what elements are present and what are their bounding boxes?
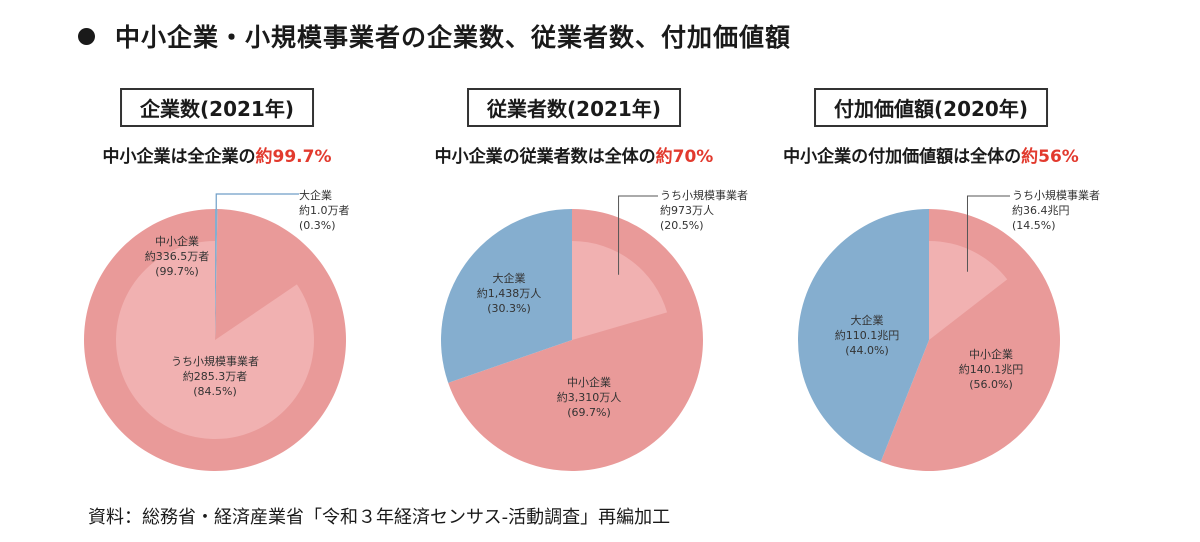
label-large-line2: 約110.1兆円 [835,328,900,342]
chart-title: 従業者数(2021年) [467,88,681,127]
chart-title: 企業数(2021年) [120,88,314,127]
pie-chart-employees: うち小規模事業者 約973万人 (20.5%) 大企業 約1,438万人 (30… [441,188,748,471]
label-sme-line3: (99.7%) [155,265,199,278]
label-small-line3: (14.5%) [1012,219,1056,232]
label-sme-line1: 中小企業 [969,347,1013,361]
label-large-line2: 約1.0万者 [299,203,350,217]
subtitle-text: 中小企業の付加価値額は全体の [783,147,1022,167]
pie-slice-small [929,241,1008,340]
chart-subtitle: 中小企業は全企業の約99.7% [37,142,397,167]
pie-chart-value-added: うち小規模事業者 約36.4兆円 (14.5%) 大企業 約110.1兆円 (4… [798,188,1100,472]
label-sme-line1: 中小企業 [155,234,199,248]
pie-slice-sme [880,209,1060,472]
label-large-line3: (44.0%) [845,344,889,357]
pie-slice-small [572,241,668,340]
leader-line [215,193,299,210]
leader-line [618,195,658,275]
label-small-line2: 約973万人 [660,203,714,217]
pie-slice-large [215,209,218,340]
label-small-line3: (84.5%) [193,385,237,398]
chart-panel-employees: 従業者数(2021年) 中小企業の従業者数は全体の約70% うち小規模事業者 約… [394,88,754,483]
chart-panel-value-added: 付加価値額(2020年) 中小企業の付加価値額は全体の約56% うち小規模事業者… [751,88,1111,483]
label-large-line1: 大企業 [851,313,884,327]
pie-slice-large [798,209,929,462]
chart-panel-companies: 企業数(2021年) 中小企業は全企業の約99.7% 大企業 約1.0万者 (0… [37,88,397,483]
label-sme-line2: 約140.1兆円 [959,362,1024,376]
label-large-line3: (30.3%) [487,302,531,315]
label-large-line2: 約1,438万人 [477,286,542,300]
subtitle-highlight: 約56% [1021,147,1079,167]
subtitle-highlight: 約70% [655,147,714,167]
pie-slice-small [116,241,315,439]
chart-subtitle: 中小企業の付加価値額は全体の約56% [751,142,1111,167]
label-sme-line3: (69.7%) [567,406,611,419]
chart-subtitle: 中小企業の従業者数は全体の約70% [394,142,754,167]
source-note: 資料：総務省・経済産業省「令和３年経済センサス‐活動調査」再編加工 [88,507,671,528]
label-sme-line2: 約336.5万者 [145,249,210,263]
subtitle-text: 中小企業の従業者数は全体の [434,147,656,167]
bullet-icon [78,28,95,45]
label-sme-line2: 約3,310万人 [557,390,622,404]
label-sme-line1: 中小企業 [567,375,611,389]
subtitle-text: 中小企業は全企業の [102,147,256,167]
label-sme-line3: (56.0%) [969,378,1013,391]
label-small-line1: うち小規模事業者 [1012,188,1100,202]
pie-chart-companies: 大企業 約1.0万者 (0.3%) 中小企業 約336.5万者 (99.7%) … [84,188,350,472]
pie-slice-large [441,209,572,383]
label-small-line1: うち小規模事業者 [171,354,259,368]
label-large-line1: 大企業 [493,271,526,285]
chart-title: 付加価値額(2020年) [814,88,1048,127]
label-small-line3: (20.5%) [660,219,704,232]
label-small-line1: うち小規模事業者 [660,188,748,202]
page-title: 中小企業・小規模事業者の企業数、従業者数、付加価値額 [78,18,791,54]
label-large-line1: 大企業 [299,188,332,202]
page-title-text: 中小企業・小規模事業者の企業数、従業者数、付加価値額 [115,23,792,52]
subtitle-highlight: 約99.7% [255,147,332,167]
leader-line [966,195,1010,272]
label-small-line2: 約36.4兆円 [1012,203,1070,217]
label-large-line3: (0.3%) [299,219,336,232]
label-small-line2: 約285.3万者 [183,369,248,383]
